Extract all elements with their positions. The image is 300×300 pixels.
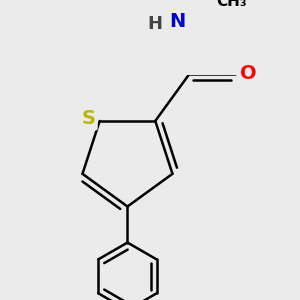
Text: N: N [169,12,185,31]
Text: S: S [81,109,95,128]
Text: CH₃: CH₃ [216,0,247,9]
Text: H: H [147,15,162,33]
Text: O: O [240,64,256,83]
